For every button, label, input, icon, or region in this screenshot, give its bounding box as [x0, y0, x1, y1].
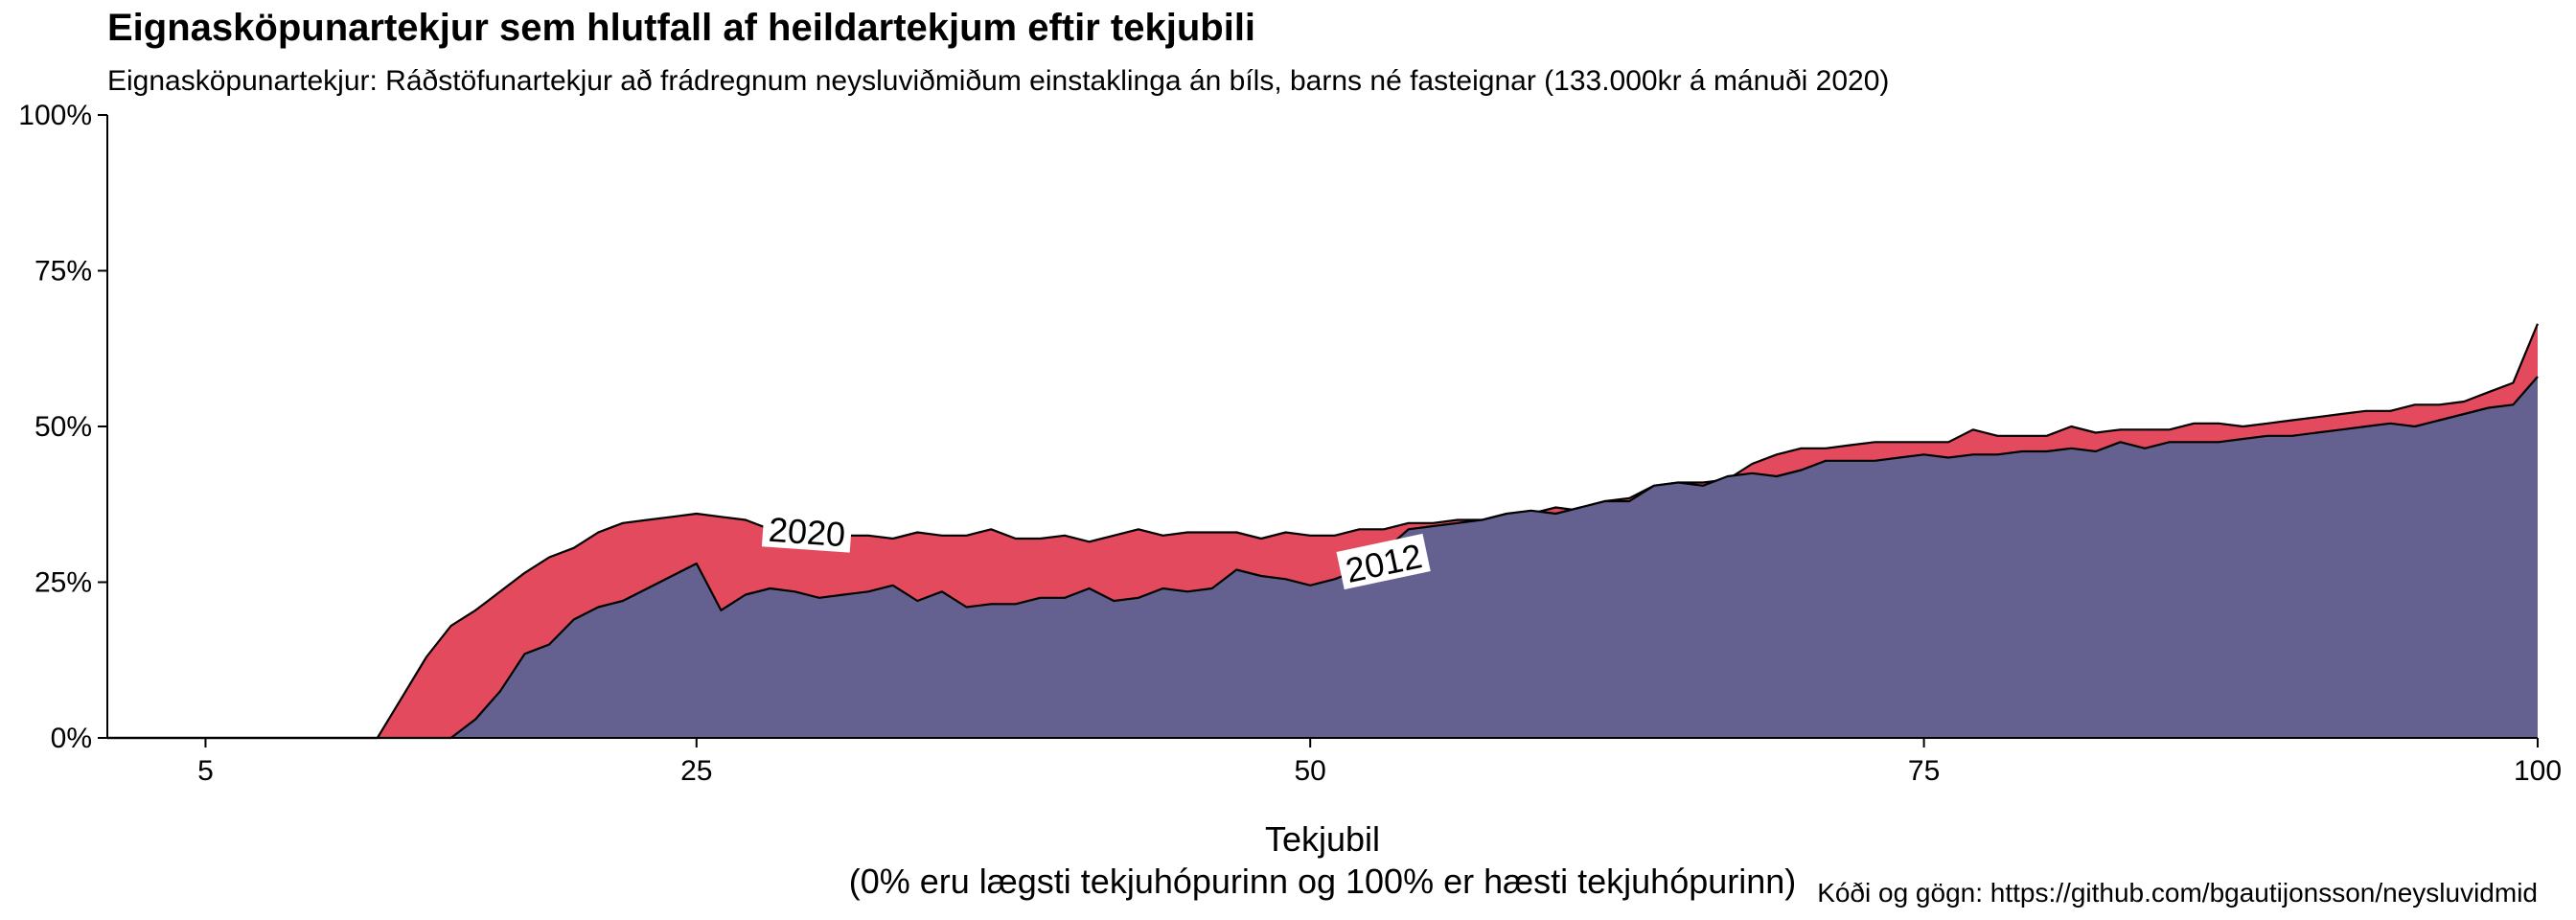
- x-axis-note: (0% eru lægsti tekjuhópurinn og 100% er …: [849, 862, 1797, 901]
- line-2020: [107, 323, 2540, 740]
- series-label-bg-2020: [761, 508, 853, 553]
- x-ticks: 5 25 50 75 100: [197, 738, 2562, 787]
- x-axis-title: Tekjubil: [1265, 819, 1380, 859]
- x-tick-label: 50: [1295, 755, 1326, 787]
- x-tick-label: 100: [2514, 755, 2562, 787]
- y-ticks: 0% 25% 50% 75% 100%: [18, 100, 107, 754]
- series-label-bg-2012: [1336, 533, 1431, 590]
- x-tick-label: 25: [680, 755, 712, 787]
- line-2012: [107, 376, 2539, 740]
- area-2012: [107, 377, 2538, 738]
- axes-layer: 0% 25% 50% 75% 100% 5 25 50 75 100: [18, 100, 2562, 787]
- chart-caption: Kóði og gögn: https://github.com/bgautij…: [1817, 878, 2538, 908]
- y-tick-label: 100%: [18, 100, 92, 131]
- chart-title: Eignasköpunartekjur sem hlutfall af heil…: [107, 7, 1255, 49]
- y-tick-label: 75%: [34, 256, 92, 288]
- y-tick-label: 50%: [34, 411, 92, 443]
- y-tick-label: 25%: [34, 567, 92, 599]
- y-tick-label: 0%: [51, 723, 92, 754]
- series-label-2020: 2020: [768, 510, 847, 554]
- x-tick-label: 75: [1908, 755, 1940, 787]
- chart-subtitle: Eignasköpunartekjur: Ráðstöfunartekjur a…: [107, 65, 1889, 97]
- x-tick-label: 5: [197, 755, 214, 787]
- areas-layer: [107, 323, 2540, 740]
